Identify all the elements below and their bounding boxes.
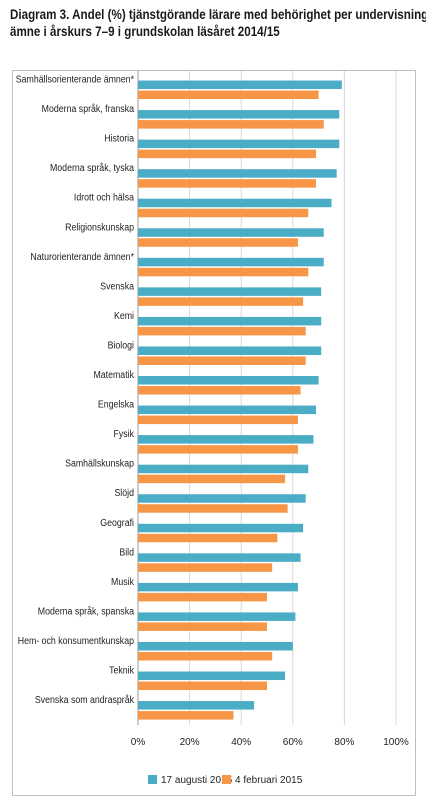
category-label: Moderna språk, franska — [42, 103, 135, 115]
x-tick-label: 100% — [383, 737, 409, 748]
category-label: Biologi — [108, 339, 134, 351]
bar-series-1 — [138, 139, 340, 149]
bar-series-1 — [138, 287, 322, 296]
x-axis-ticks: 0% 20% 40% 60% 80% 100% — [131, 737, 409, 748]
bar-series-2 — [138, 386, 301, 395]
bar-series-2 — [138, 474, 286, 484]
category-label: Kemi — [114, 309, 134, 321]
category-label: Hem- och konsumentkunskap — [18, 634, 134, 646]
category-label: Slöjd — [114, 487, 134, 499]
category-label: Fysik — [113, 428, 134, 440]
bar-series-2 — [138, 681, 267, 691]
category-label: Engelska — [98, 398, 135, 410]
bar-series-2 — [138, 415, 298, 425]
category-label: Historia — [104, 132, 135, 144]
bar-series-1 — [138, 494, 306, 503]
bar-series-2 — [138, 208, 309, 218]
bar-series-1 — [138, 405, 317, 415]
category-label: Moderna språk, tyska — [50, 162, 135, 174]
category-label: Moderna språk, spanska — [38, 605, 135, 617]
legend-label: 4 februari 2015 — [235, 775, 303, 786]
bar-series-2 — [138, 120, 324, 129]
bar-series-2 — [138, 326, 306, 336]
category-label: Svenska — [100, 280, 134, 292]
bar-series-2 — [138, 563, 273, 572]
bar-series-1 — [138, 169, 337, 178]
category-label: Geografi — [100, 516, 134, 528]
chart-frame — [12, 70, 416, 796]
x-tick-label: 0% — [131, 737, 146, 748]
bar-series-2 — [138, 179, 317, 188]
bar-series-2 — [138, 622, 267, 631]
x-tick-label: 20% — [180, 737, 200, 748]
bar-series-1 — [138, 228, 324, 237]
bar-series-1 — [138, 612, 296, 621]
category-label: Matematik — [93, 368, 134, 380]
bar-series-1 — [138, 376, 319, 385]
bar-series-2 — [138, 504, 288, 513]
bar-series-2 — [138, 445, 298, 454]
chart-title: Diagram 3. Andel (%) tjänstgörande lärar… — [10, 6, 426, 40]
bar-series-2 — [138, 711, 234, 720]
bar-series-1 — [138, 316, 322, 326]
bar-series-2 — [138, 149, 317, 159]
bar-series-2 — [138, 533, 278, 543]
bar-series-1 — [138, 671, 286, 681]
bar-series-2 — [138, 267, 309, 277]
category-label: Samhällsorienterande ämnen* — [16, 73, 135, 85]
x-tick-label: 40% — [231, 737, 251, 748]
bar-series-1 — [138, 641, 293, 651]
category-label: Svenska som andraspråk — [35, 694, 134, 706]
category-label: Religionskunskap — [65, 221, 134, 233]
bar-series-1 — [138, 257, 324, 267]
category-label: Musik — [111, 575, 134, 587]
legend-label: 17 augusti 2015 — [161, 775, 233, 786]
category-label: Naturorienterande ämnen* — [30, 250, 134, 262]
bar-series-2 — [138, 651, 273, 661]
legend-swatch — [222, 775, 231, 784]
category-label: Samhällskunskap — [65, 457, 134, 469]
bar-series-2 — [138, 297, 304, 306]
bar-series-1 — [138, 80, 342, 90]
legend: 17 augusti 2015 4 februari 2015 — [148, 775, 303, 786]
x-tick-label: 80% — [334, 737, 354, 748]
bar-series-1 — [138, 701, 255, 710]
category-label: Idrott och hälsa — [74, 191, 135, 203]
category-label: Bild — [119, 546, 134, 558]
chart-title-line-2: ämne i årskurs 7–9 i grundskolan läsåret… — [10, 24, 280, 39]
bar-series-2 — [138, 592, 267, 602]
category-labels: Samhällsorienterande ämnen* Moderna språk… — [16, 73, 135, 705]
bar-series-1 — [138, 435, 314, 444]
bar-series-1 — [138, 198, 332, 208]
category-label: Teknik — [109, 664, 134, 676]
bar-series-1 — [138, 523, 304, 533]
bar-series-1 — [138, 553, 301, 562]
bar-series-2 — [138, 356, 306, 365]
chart-title-line-1: Diagram 3. Andel (%) tjänstgörande lärar… — [10, 7, 426, 22]
x-tick-label: 60% — [283, 737, 303, 748]
bar-series-2 — [138, 238, 298, 247]
bar-series-1 — [138, 110, 340, 119]
bar-series-1 — [138, 464, 309, 474]
bar-series-1 — [138, 582, 298, 592]
bar-series-2 — [138, 90, 319, 100]
legend-swatch — [148, 775, 157, 784]
bars — [138, 80, 342, 720]
bar-series-1 — [138, 346, 322, 355]
